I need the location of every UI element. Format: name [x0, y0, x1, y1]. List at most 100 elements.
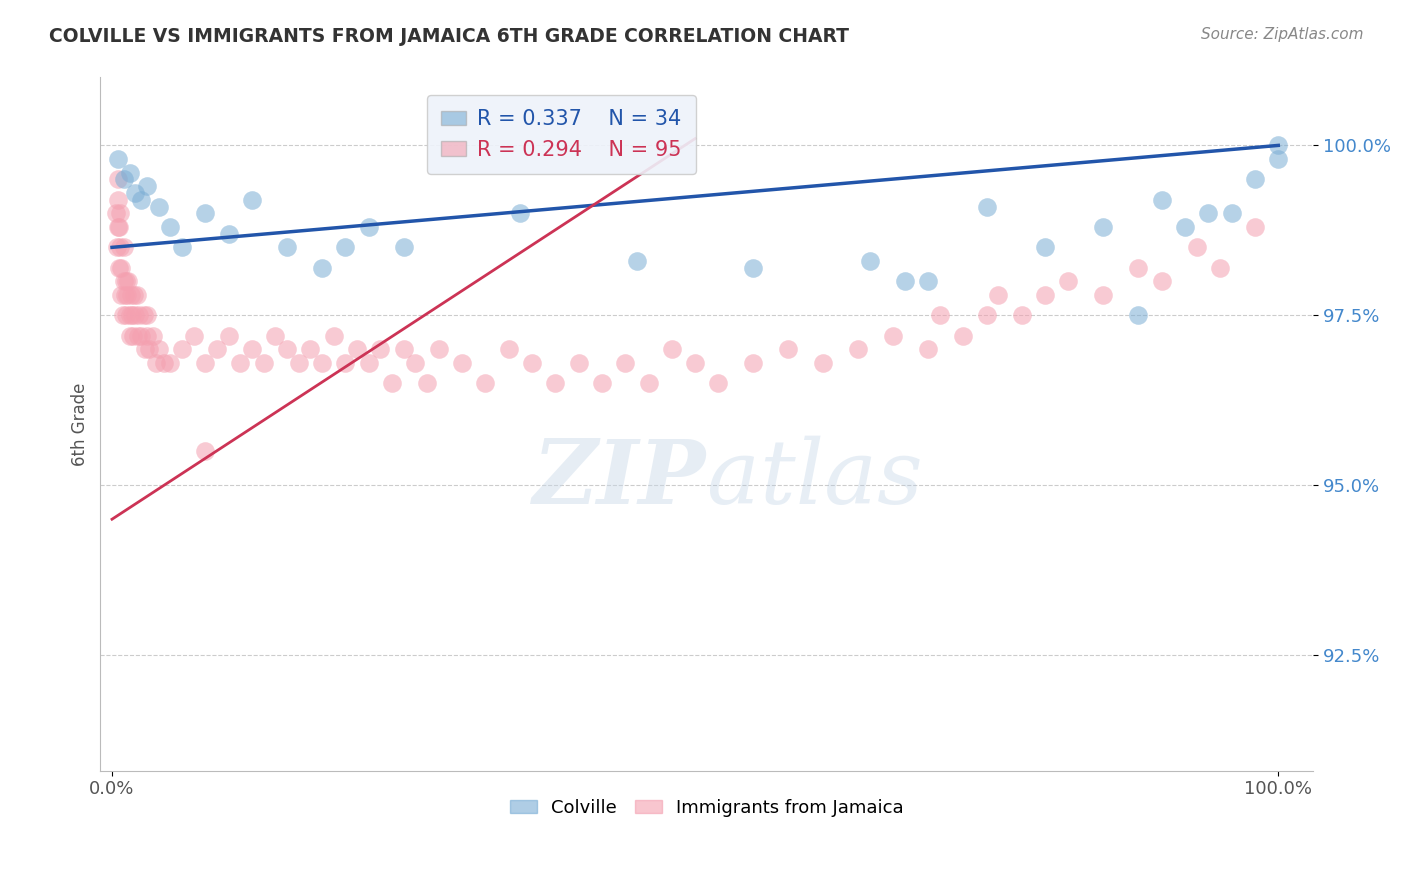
- Point: [742, 356, 765, 370]
- Point: [335, 356, 357, 370]
- Point: [122, 288, 145, 302]
- Point: [346, 343, 368, 357]
- Point: [1150, 274, 1173, 288]
- Point: [136, 328, 159, 343]
- Point: [276, 343, 298, 357]
- Point: [138, 343, 160, 357]
- Point: [894, 274, 917, 288]
- Point: [124, 186, 146, 200]
- Point: [976, 308, 998, 322]
- Point: [194, 444, 217, 458]
- Point: [205, 343, 228, 357]
- Point: [132, 308, 155, 322]
- Point: [1267, 138, 1289, 153]
- Point: [1209, 260, 1232, 275]
- Point: [129, 328, 152, 343]
- Point: [112, 240, 135, 254]
- Point: [112, 274, 135, 288]
- Text: Source: ZipAtlas.com: Source: ZipAtlas.com: [1201, 27, 1364, 42]
- Point: [1244, 172, 1267, 186]
- Point: [311, 260, 333, 275]
- Point: [1128, 260, 1150, 275]
- Point: [451, 356, 474, 370]
- Point: [1092, 288, 1115, 302]
- Point: [107, 193, 129, 207]
- Point: [848, 343, 870, 357]
- Point: [1057, 274, 1080, 288]
- Point: [917, 343, 939, 357]
- Point: [145, 356, 167, 370]
- Y-axis label: 6th Grade: 6th Grade: [72, 383, 89, 466]
- Point: [427, 343, 450, 357]
- Text: COLVILLE VS IMMIGRANTS FROM JAMAICA 6TH GRADE CORRELATION CHART: COLVILLE VS IMMIGRANTS FROM JAMAICA 6TH …: [49, 27, 849, 45]
- Point: [136, 308, 159, 322]
- Point: [637, 376, 659, 391]
- Point: [661, 343, 683, 357]
- Point: [114, 288, 136, 302]
- Point: [591, 376, 613, 391]
- Point: [1185, 240, 1208, 254]
- Point: [129, 193, 152, 207]
- Point: [153, 356, 176, 370]
- Point: [544, 376, 567, 391]
- Point: [148, 343, 170, 357]
- Point: [194, 356, 217, 370]
- Point: [118, 328, 141, 343]
- Point: [392, 343, 415, 357]
- Point: [125, 288, 148, 302]
- Point: [108, 206, 131, 220]
- Point: [1128, 308, 1150, 322]
- Point: [136, 179, 159, 194]
- Point: [105, 240, 128, 254]
- Point: [498, 343, 520, 357]
- Point: [110, 260, 132, 275]
- Point: [148, 200, 170, 214]
- Point: [276, 240, 298, 254]
- Point: [416, 376, 439, 391]
- Point: [240, 343, 263, 357]
- Point: [134, 343, 156, 357]
- Point: [115, 274, 138, 288]
- Point: [392, 240, 415, 254]
- Point: [882, 328, 904, 343]
- Point: [1244, 219, 1267, 234]
- Point: [118, 308, 141, 322]
- Point: [107, 152, 129, 166]
- Point: [264, 328, 287, 343]
- Point: [117, 274, 139, 288]
- Point: [218, 328, 240, 343]
- Point: [120, 288, 142, 302]
- Point: [614, 356, 637, 370]
- Point: [917, 274, 939, 288]
- Point: [987, 288, 1010, 302]
- Point: [368, 343, 391, 357]
- Point: [778, 343, 800, 357]
- Point: [118, 165, 141, 179]
- Point: [287, 356, 309, 370]
- Point: [253, 356, 276, 370]
- Point: [1174, 219, 1197, 234]
- Point: [170, 240, 193, 254]
- Point: [159, 356, 181, 370]
- Point: [357, 219, 380, 234]
- Point: [357, 356, 380, 370]
- Point: [404, 356, 426, 370]
- Point: [108, 260, 131, 275]
- Point: [474, 376, 496, 391]
- Point: [108, 240, 131, 254]
- Point: [107, 219, 129, 234]
- Point: [335, 240, 357, 254]
- Point: [1011, 308, 1033, 322]
- Point: [240, 193, 263, 207]
- Point: [122, 328, 145, 343]
- Point: [142, 328, 165, 343]
- Legend: Colville, Immigrants from Jamaica: Colville, Immigrants from Jamaica: [502, 791, 911, 824]
- Point: [124, 308, 146, 322]
- Point: [707, 376, 730, 391]
- Point: [683, 356, 706, 370]
- Point: [626, 254, 648, 268]
- Point: [520, 356, 543, 370]
- Point: [110, 288, 132, 302]
- Point: [127, 328, 149, 343]
- Point: [1220, 206, 1243, 220]
